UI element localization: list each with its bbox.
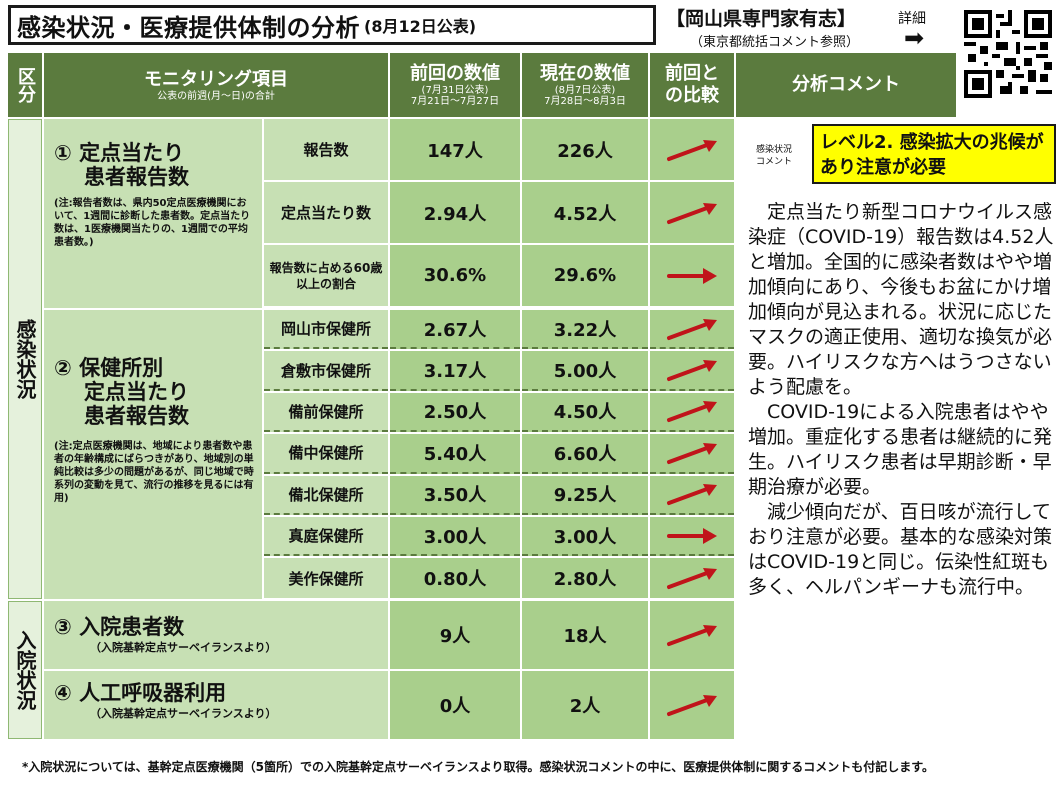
g2-row-prev: 0.80人 [390, 558, 520, 598]
group3-title: ③ 入院患者数 （入院基幹定点サーベイランスより） [44, 601, 388, 669]
g2-row-prev: 3.50人 [390, 475, 520, 515]
g2-row-label: 岡山市保健所 [264, 310, 388, 350]
g1-row-curr: 226人 [522, 119, 648, 180]
trend-flat-arrow-icon [667, 267, 717, 284]
g1-row-label: 定点当たり数 [264, 182, 388, 243]
trend-up-arrow-icon [667, 568, 717, 590]
g2-row-trend [650, 475, 734, 515]
g1-row-label: 報告数に占める60歳以上の割合 [264, 245, 388, 306]
g2-row-prev: 3.00人 [390, 517, 520, 557]
right-arrow-icon: ➡ [904, 24, 925, 52]
g2-row-label: 美作保健所 [264, 558, 388, 598]
g1-row-prev: 147人 [390, 119, 520, 180]
group4-curr: 2人 [522, 671, 648, 739]
g2-row-label: 備中保健所 [264, 434, 388, 474]
g2-row-trend [650, 310, 734, 350]
g2-row-label: 真庭保健所 [264, 517, 388, 557]
status-comment-label: 感染状況 コメント [755, 145, 792, 167]
g1-row-curr: 29.6% [522, 245, 648, 306]
header-kubun: 区分 [8, 53, 42, 117]
g2-row-curr: 2.80人 [522, 558, 648, 598]
g2-row-prev: 5.40人 [390, 434, 520, 474]
g2-row-prev: 2.50人 [390, 392, 520, 433]
group3-prev: 9人 [390, 601, 520, 669]
trend-up-arrow-icon [667, 360, 717, 382]
expert-sub: （東京都統括コメント参照） [690, 35, 860, 50]
section-hospital: 入院状況 [8, 601, 42, 739]
trend-up-arrow-icon [667, 139, 717, 161]
g2-row-curr: 6.60人 [522, 434, 648, 474]
header-curr: 現在の数値 (8月7日公表) 7月28日～8月3日 [522, 53, 648, 117]
g1-row-trend [650, 119, 734, 180]
analysis-comment: 定点当たり新型コロナウイルス感染症（COVID-19）報告数は4.52人と増加。… [748, 200, 1056, 600]
g1-row-trend [650, 245, 734, 306]
group4-title: ④ 人工呼吸器利用 （入院基幹定点サーベイランスより） [44, 671, 388, 739]
g2-row-prev: 2.67人 [390, 310, 520, 350]
comment-para-2: COVID-19による入院患者はやや増加。重症化する患者は継続的に発生。ハイリス… [748, 401, 1053, 498]
group3-trend [650, 601, 734, 669]
g1-row-trend [650, 182, 734, 243]
group4-trend [650, 671, 734, 739]
g1-row-curr: 4.52人 [522, 182, 648, 243]
section-infection: 感染状況 [8, 119, 42, 599]
group4-prev: 0人 [390, 671, 520, 739]
trend-up-arrow-icon [667, 625, 717, 646]
header-compare: 前回と の比較 [650, 53, 734, 117]
g2-row-curr: 3.22人 [522, 310, 648, 350]
g2-row-label: 備前保健所 [264, 392, 388, 433]
g1-row-label: 報告数 [264, 119, 388, 180]
g2-row-curr: 5.00人 [522, 351, 648, 391]
page-title: 感染状況・医療提供体制の分析 [17, 13, 360, 42]
group2-title: ② 保健所別 定点当たり 患者報告数 (注:定点医療機関は、地域により患者数や患… [44, 310, 262, 599]
g2-row-curr: 4.50人 [522, 392, 648, 433]
trend-up-arrow-icon [667, 401, 717, 423]
g2-row-curr: 9.25人 [522, 475, 648, 515]
g2-row-trend [650, 392, 734, 433]
g2-row-trend [650, 558, 734, 598]
comment-para-3: 減少傾向だが、百日咳が流行しており注意が必要。基本的な感染対策はCOVID-19… [748, 501, 1053, 598]
g2-row-trend [650, 517, 734, 557]
g2-row-label: 倉敷市保健所 [264, 351, 388, 391]
header-item: モニタリング項目 公表の前週(月～日)の合計 [44, 53, 388, 117]
level-badge: レベル2. 感染拡大の兆候があり注意が必要 [812, 124, 1056, 184]
g1-row-prev: 2.94人 [390, 182, 520, 243]
g1-row-prev: 30.6% [390, 245, 520, 306]
group1-title: ① 定点当たり 患者報告数 (注:報告者数は、県内50定点医療機関において、1週… [44, 119, 262, 308]
g2-row-trend [650, 351, 734, 391]
trend-up-arrow-icon [667, 442, 717, 464]
detail-label: 詳細 [898, 11, 926, 27]
qr-code-icon[interactable] [964, 10, 1052, 98]
trend-up-arrow-icon [667, 695, 717, 716]
group3-curr: 18人 [522, 601, 648, 669]
trend-up-arrow-icon [667, 202, 717, 224]
footnote: *入院状況については、基幹定点医療機関（5箇所）での入院基幹定点サーベイランスよ… [22, 760, 934, 774]
expert-name: 【岡山県専門家有志】 [666, 8, 857, 30]
g2-row-trend [650, 434, 734, 474]
header-prev: 前回の数値 (7月31日公表) 7月21日～7月27日 [390, 53, 520, 117]
g2-row-curr: 3.00人 [522, 517, 648, 557]
trend-flat-arrow-icon [667, 527, 717, 544]
title-box: 感染状況・医療提供体制の分析 (8月12日公表) [8, 5, 656, 45]
header-comment: 分析コメント [736, 53, 956, 117]
g2-row-label: 備北保健所 [264, 475, 388, 515]
g2-row-prev: 3.17人 [390, 351, 520, 391]
publish-date: (8月12日公表) [364, 17, 477, 36]
comment-para-1: 定点当たり新型コロナウイルス感染症（COVID-19）報告数は4.52人と増加。… [748, 201, 1054, 398]
trend-up-arrow-icon [667, 484, 717, 506]
trend-up-arrow-icon [667, 318, 717, 340]
